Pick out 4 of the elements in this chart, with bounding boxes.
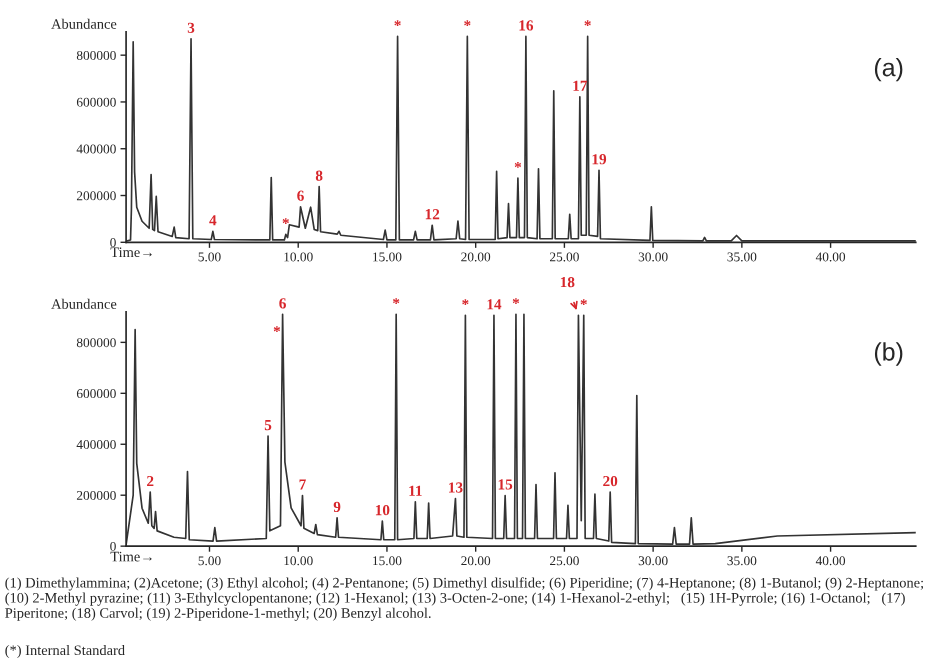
line-series [126,35,916,242]
annotation: (a) [874,58,903,82]
annotation: (b) [874,342,903,366]
line-series [126,313,916,546]
